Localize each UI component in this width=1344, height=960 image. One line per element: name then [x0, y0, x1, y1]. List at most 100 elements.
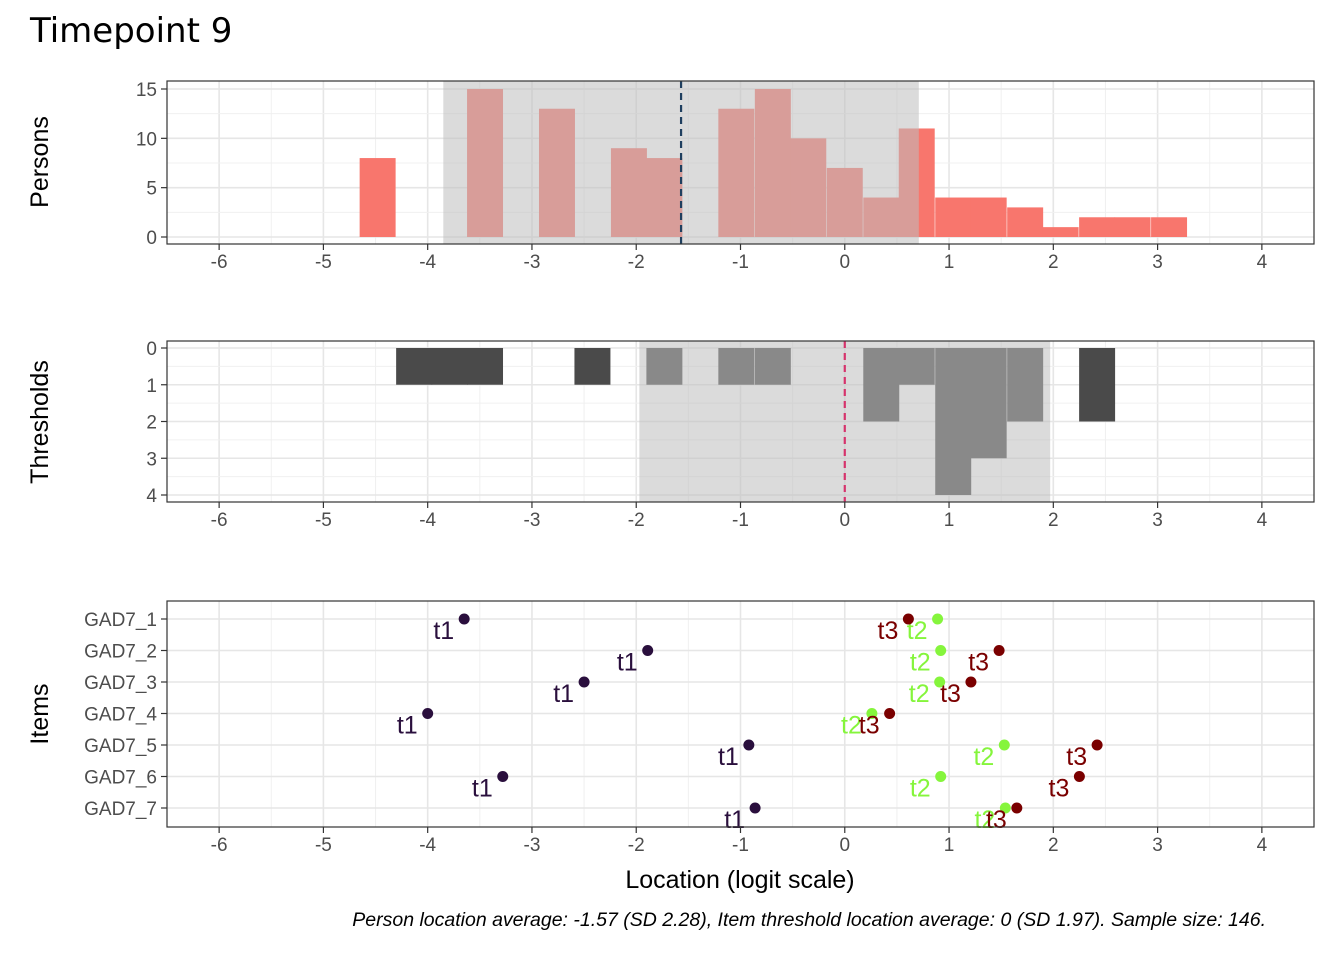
persons-y-axis-title: Persons — [26, 116, 54, 208]
item-threshold-label-t1: t1 — [472, 775, 493, 803]
item-threshold-point-t1 — [458, 613, 470, 625]
thresholds-x-tick-label: 2 — [1048, 510, 1059, 531]
item-threshold-label-t3: t3 — [968, 649, 989, 677]
persons-y-tick-label: 5 — [146, 179, 157, 200]
items-x-tick-label: -5 — [315, 835, 332, 856]
item-threshold-label-t1: t1 — [718, 743, 739, 771]
item-threshold-label-t3: t3 — [940, 680, 961, 708]
persons-x-tick-label: 0 — [839, 252, 850, 273]
items-y-tick-label: GAD7_3 — [84, 673, 157, 694]
thresholds-bar — [1079, 348, 1116, 422]
item-threshold-label-t1: t1 — [433, 617, 454, 645]
thresholds-x-tick-label: 0 — [839, 510, 850, 531]
item-threshold-label-t2: t2 — [973, 743, 994, 771]
item-threshold-point-t3 — [884, 708, 896, 719]
persons-x-tick-label: -6 — [211, 252, 228, 273]
item-threshold-label-t2: t2 — [910, 775, 931, 803]
persons-bar — [935, 197, 972, 237]
item-threshold-label-t1: t1 — [553, 680, 574, 708]
items-x-tick-label: 4 — [1257, 835, 1268, 856]
persons-bar — [970, 197, 1007, 237]
persons-x-tick-label: -1 — [732, 252, 749, 273]
item-threshold-point-t1 — [578, 676, 590, 688]
persons-x-tick-label: 2 — [1048, 252, 1059, 273]
thresholds-x-tick-label: -5 — [315, 510, 332, 531]
persons-bar — [1079, 217, 1116, 237]
thresholds-y-tick-label: 2 — [146, 413, 157, 434]
item-threshold-point-t2 — [934, 676, 946, 688]
thresholds-x-tick-label: -2 — [628, 510, 645, 531]
thresholds-bar — [574, 348, 611, 385]
item-threshold-point-t3 — [1073, 771, 1085, 782]
persons-bar — [1042, 227, 1079, 237]
item-threshold-point-t1 — [749, 802, 761, 814]
item-threshold-label-t2: t2 — [909, 680, 930, 708]
thresholds-y-tick-label: 4 — [146, 486, 157, 507]
item-threshold-label-t2: t2 — [841, 712, 862, 740]
thresholds-bar — [431, 348, 468, 385]
items-x-tick-label: 2 — [1048, 835, 1059, 856]
caption: Person location average: -1.57 (SD 2.28)… — [352, 909, 1266, 931]
item-threshold-point-t3 — [993, 645, 1005, 656]
thresholds-bar — [396, 348, 433, 385]
persons-y-tick-label: 0 — [146, 228, 157, 249]
item-threshold-label-t3: t3 — [859, 712, 880, 740]
item-threshold-point-t2 — [999, 802, 1011, 814]
item-threshold-label-t3: t3 — [986, 806, 1007, 834]
item-threshold-point-t1 — [642, 645, 654, 656]
item-threshold-point-t1 — [422, 708, 434, 719]
persons-y-tick-label: 15 — [136, 80, 157, 101]
thresholds-x-tick-label: 1 — [944, 510, 955, 531]
items-x-tick-label: -3 — [524, 835, 541, 856]
item-threshold-point-t2 — [998, 739, 1010, 751]
thresholds-x-tick-label: 3 — [1152, 510, 1163, 531]
items-y-tick-label: GAD7_1 — [84, 610, 157, 631]
items-y-tick-label: GAD7_4 — [84, 705, 157, 726]
items-x-tick-label: -4 — [419, 835, 436, 856]
thresholds-x-tick-label: 4 — [1257, 510, 1268, 531]
persons-bar — [1114, 217, 1151, 237]
x-axis-title: Location (logit scale) — [625, 866, 854, 894]
item-threshold-point-t3 — [1091, 739, 1103, 751]
item-threshold-point-t1 — [497, 771, 509, 782]
items-x-tick-label: -2 — [628, 835, 645, 856]
item-threshold-point-t2 — [866, 708, 878, 719]
items-x-tick-label: -6 — [211, 835, 228, 856]
items-y-tick-label: GAD7_5 — [84, 736, 157, 757]
items-y-tick-label: GAD7_2 — [84, 642, 157, 663]
persons-x-tick-label: 4 — [1257, 252, 1268, 273]
thresholds-y-tick-label: 3 — [146, 449, 157, 470]
persons-bar — [1007, 207, 1044, 237]
thresholds-y-axis-title: Thresholds — [26, 360, 54, 484]
persons-x-tick-label: -2 — [628, 252, 645, 273]
item-threshold-point-t3 — [1011, 802, 1023, 814]
persons-bar — [1151, 217, 1188, 237]
thresholds-x-tick-label: -1 — [732, 510, 749, 531]
thresholds-y-tick-label: 0 — [146, 339, 157, 360]
items-y-tick-label: GAD7_7 — [84, 799, 157, 820]
thresholds-x-tick-label: -3 — [524, 510, 541, 531]
persons-bar — [359, 158, 396, 237]
items-x-tick-label: 3 — [1152, 835, 1163, 856]
items-x-tick-label: 0 — [839, 835, 850, 856]
items-x-tick-label: -1 — [732, 835, 749, 856]
items-x-tick-label: 1 — [944, 835, 955, 856]
persons-y-tick-label: 10 — [136, 129, 157, 150]
item-threshold-point-t3 — [965, 676, 977, 688]
persons-x-tick-label: -3 — [524, 252, 541, 273]
item-threshold-label-t1: t1 — [617, 649, 638, 677]
item-threshold-label-t1: t1 — [397, 712, 418, 740]
item-threshold-point-t2 — [932, 613, 944, 625]
thresholds-bar — [467, 348, 504, 385]
persons-x-tick-label: 1 — [944, 252, 955, 273]
item-threshold-point-t3 — [902, 613, 914, 625]
persons-x-tick-label: -5 — [315, 252, 332, 273]
item-threshold-point-t2 — [935, 645, 947, 656]
item-threshold-label-t3: t3 — [878, 617, 899, 645]
chart-title: Timepoint 9 — [29, 11, 232, 51]
item-threshold-label-t1: t1 — [724, 806, 745, 834]
item-threshold-label-t3: t3 — [1049, 775, 1070, 803]
item-threshold-point-t1 — [743, 739, 755, 751]
